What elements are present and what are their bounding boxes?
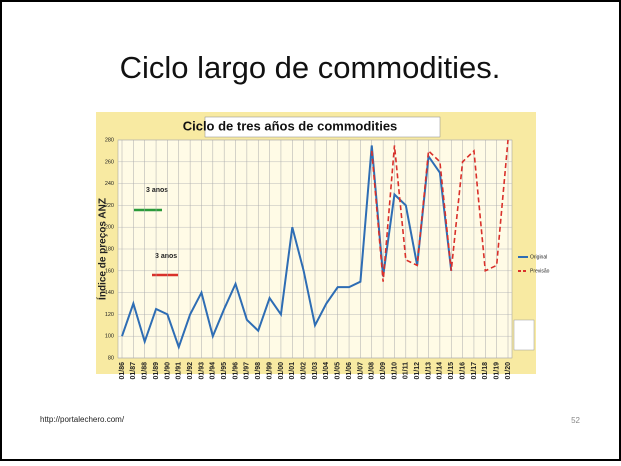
x-tick-label: 01/89 [153,362,160,380]
x-tick-label: 01/97 [244,362,251,380]
x-tick-label: 01/17 [471,362,478,380]
x-tick-label: 01/03 [312,362,319,380]
x-tick-label: 01/99 [266,362,273,380]
y-tick-label: 100 [105,334,114,340]
x-tick-label: 01/08 [369,362,376,380]
y-axis-label: Índice de preços ANZ [96,198,109,300]
y-tick-label: 260 [105,159,114,165]
y-tick-label: 200 [105,225,114,231]
x-tick-label: 01/18 [482,362,489,380]
x-tick-label: 01/16 [459,362,466,380]
x-tick-label: 01/15 [448,362,455,380]
y-tick-label: 160 [105,268,114,274]
x-tick-label: 01/19 [493,362,500,380]
y-tick-label: 220 [105,203,114,209]
x-tick-label: 01/90 [164,362,171,380]
x-tick-label: 01/04 [323,362,330,380]
x-tick-label: 01/94 [210,362,217,380]
x-tick-label: 01/14 [437,362,444,380]
x-tick-label: 01/86 [119,362,126,380]
x-tick-label: 01/20 [505,362,512,380]
page-number: 52 [571,416,580,425]
y-tick-label: 280 [105,137,114,143]
legend-label: Original [530,254,547,260]
x-tick-label: 01/92 [187,362,194,380]
x-tick-label: 01/05 [335,362,342,380]
y-tick-label: 240 [105,181,114,187]
y-tick-label: 120 [105,312,114,318]
x-tick-label: 01/91 [176,362,183,380]
x-tick-label: 01/96 [232,362,239,380]
x-tick-label: 01/13 [425,362,432,380]
x-tick-label: 01/87 [130,362,137,380]
x-tick-label: 01/00 [278,362,285,380]
x-tick-label: 01/12 [414,362,421,380]
x-tick-label: 01/95 [221,362,228,380]
x-tick-label: 01/06 [346,362,353,380]
x-tick-label: 01/10 [391,362,398,380]
y-tick-label: 140 [105,290,114,296]
x-tick-label: 01/88 [142,362,149,380]
annotation: 3 anos [155,253,177,260]
x-tick-label: 01/98 [255,362,262,380]
annotation: 3 anos [146,187,168,194]
x-tick-label: 01/93 [198,362,205,380]
x-tick-label: 01/02 [300,362,307,380]
series-line [121,145,453,351]
footer-url: http://portalechero.com/ [40,415,125,424]
legend-label: Previsão [530,268,550,274]
credit-box [513,319,535,351]
x-tick-label: 01/01 [289,362,296,380]
chart-title-box [204,116,441,138]
y-tick-label: 180 [105,246,114,252]
x-tick-label: 01/09 [380,362,387,380]
y-tick-label: 80 [108,355,114,361]
slide-title: Ciclo largo de commodities. [120,50,501,85]
x-tick-label: 01/11 [403,362,410,379]
x-tick-label: 01/07 [357,362,364,380]
series-line [370,139,509,282]
chart-title: Ciclo de tres años de commodities [183,118,398,133]
